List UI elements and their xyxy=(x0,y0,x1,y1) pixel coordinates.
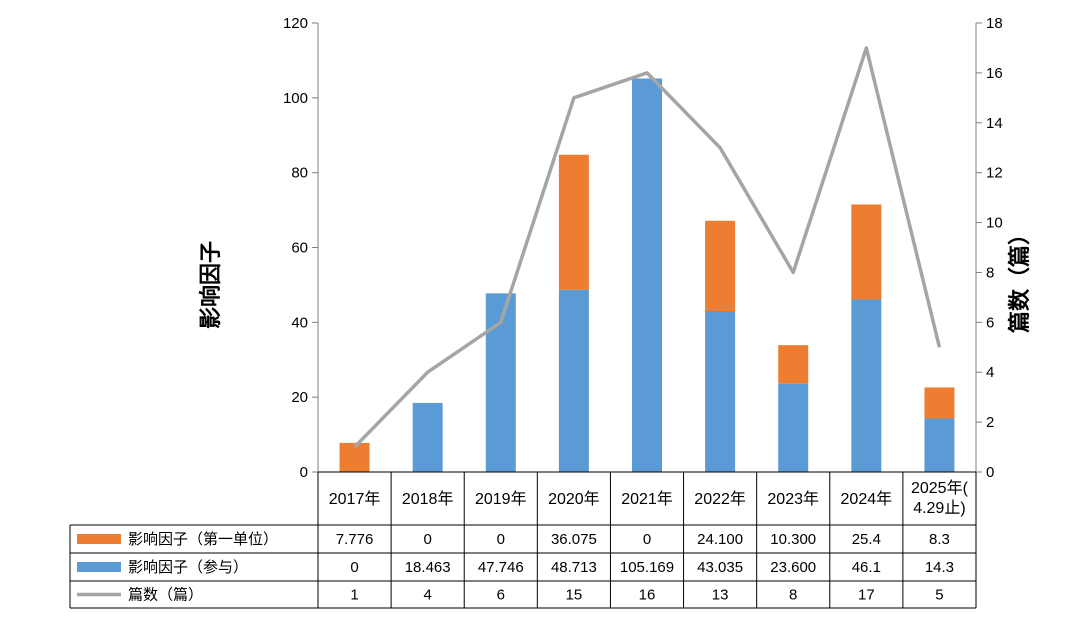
bar-first-unit xyxy=(558,154,589,290)
axes-layer: 0 20 40 60 80 100 120 0 2 4 6 8 10 12 14 16 18 xyxy=(283,15,1003,481)
y2-tick-label: 16 xyxy=(986,65,1003,82)
table-value: 43.035 xyxy=(697,559,743,576)
y-tick-label: 100 xyxy=(283,90,308,107)
bars-layer xyxy=(339,78,955,472)
legend-swatch xyxy=(77,562,121,572)
bar-first-unit xyxy=(924,387,955,419)
y2-tick-label: 18 xyxy=(986,15,1003,32)
y2-tick-label: 10 xyxy=(986,215,1003,232)
table-value: 17 xyxy=(858,587,875,604)
x-category-label: 2021年 xyxy=(621,490,673,508)
table-value: 47.746 xyxy=(478,559,524,576)
bar-first-unit xyxy=(339,442,370,472)
bar-first-unit xyxy=(778,345,809,384)
line-layer xyxy=(353,46,942,449)
table-value: 14.3 xyxy=(925,559,954,576)
table-value: 16 xyxy=(639,587,656,604)
x-category-label: 2018年 xyxy=(402,490,454,508)
table-value: 8.3 xyxy=(929,531,950,548)
bar-participating xyxy=(851,299,882,472)
legend-label: 影响因子（参与） xyxy=(128,559,248,576)
table-value: 25.4 xyxy=(852,531,881,548)
y2-tick-label: 4 xyxy=(986,364,994,381)
x-category-label: 2020年 xyxy=(548,490,600,508)
bar-participating xyxy=(778,383,809,472)
table-value: 13 xyxy=(712,587,729,604)
y2-tick-label: 14 xyxy=(986,115,1003,132)
table-value: 0 xyxy=(350,559,358,576)
x-category-label: 4.29止) xyxy=(913,499,965,517)
x-category-label: 2022年 xyxy=(694,490,746,508)
y-tick-label: 40 xyxy=(291,314,308,331)
y-axis-title: 影响因子 xyxy=(198,241,223,329)
y-tick-label: 60 xyxy=(291,240,308,257)
x-category-label: 2019年 xyxy=(475,490,527,508)
table-value: 48.713 xyxy=(551,559,597,576)
y2-axis-title: 篇数（篇） xyxy=(1007,223,1032,333)
bar-participating xyxy=(705,310,736,472)
table-value: 6 xyxy=(497,587,505,604)
table-value: 46.1 xyxy=(852,559,881,576)
x-category-label: 2024年 xyxy=(841,490,893,508)
x-category-label: 2023年 xyxy=(767,490,819,508)
table-value: 15 xyxy=(566,587,583,604)
bar-participating xyxy=(632,78,662,472)
y-tick-label: 80 xyxy=(291,165,308,182)
y2-tick-label: 0 xyxy=(986,464,994,481)
y2-tick-label: 12 xyxy=(986,165,1003,182)
table-value: 105.169 xyxy=(620,559,674,576)
bar-participating xyxy=(412,402,443,472)
legend-label: 篇数（篇） xyxy=(128,586,203,604)
x-category-label: 2017年 xyxy=(329,490,381,508)
table-value: 0 xyxy=(643,531,651,548)
data-table: 2017年 2018年 2019年 2020年 2021年 2022年 2023年 2024年… xyxy=(69,471,977,609)
table-value: 10.300 xyxy=(770,531,816,548)
legend-label: 影响因子（第一单位） xyxy=(128,530,278,548)
y2-tick-label: 6 xyxy=(986,314,994,331)
y-tick-label: 0 xyxy=(300,464,308,481)
table-value: 8 xyxy=(789,587,797,604)
table-value: 0 xyxy=(497,531,505,548)
table-value: 7.776 xyxy=(336,531,374,548)
table-value: 36.075 xyxy=(551,531,597,548)
legend-swatch xyxy=(77,534,121,544)
bar-participating xyxy=(558,289,589,472)
y-tick-label: 120 xyxy=(283,15,308,32)
table-value: 1 xyxy=(350,587,358,604)
table-value: 18.463 xyxy=(405,559,451,576)
table-value: 24.100 xyxy=(697,531,743,548)
table-value: 5 xyxy=(935,587,943,604)
table-value: 4 xyxy=(423,587,431,604)
bar-participating xyxy=(924,418,955,472)
bar-first-unit xyxy=(851,204,882,300)
x-category-label: 2025年( xyxy=(911,479,969,497)
table-value: 0 xyxy=(423,531,431,548)
y2-tick-label: 8 xyxy=(986,264,994,281)
bar-first-unit xyxy=(705,220,736,311)
y2-tick-label: 2 xyxy=(986,414,994,431)
y-tick-label: 20 xyxy=(291,389,308,406)
table-value: 23.600 xyxy=(770,559,816,576)
